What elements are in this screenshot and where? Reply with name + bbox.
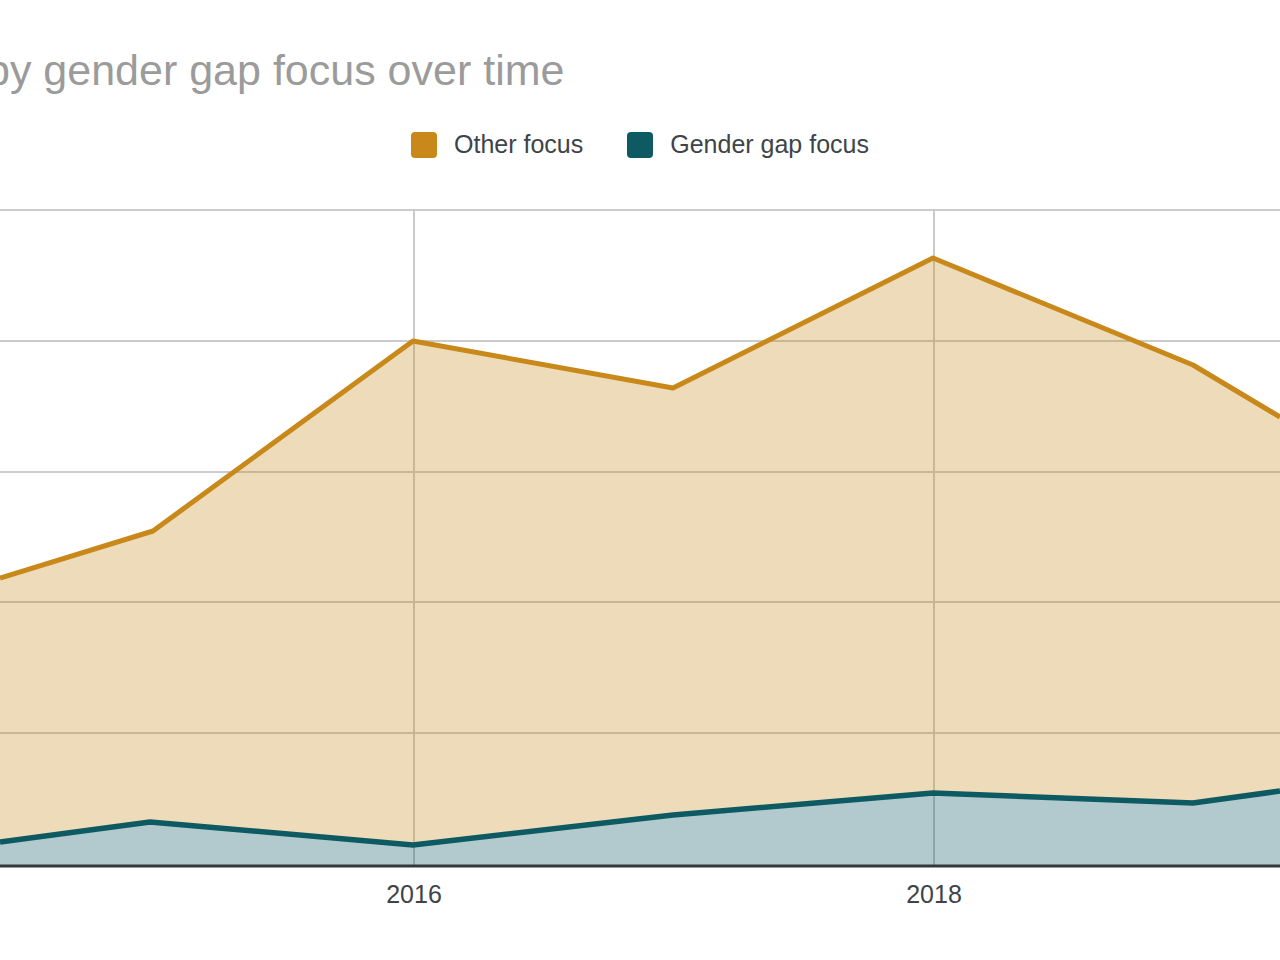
x-axis-label-2018: 2018 [906, 880, 962, 909]
area-chart-svg [0, 0, 1280, 960]
x-axis-label-2016: 2016 [386, 880, 442, 909]
series-other-focus-area [0, 258, 1280, 845]
chart-canvas: by gender gap focus over time Other focu… [0, 0, 1280, 960]
